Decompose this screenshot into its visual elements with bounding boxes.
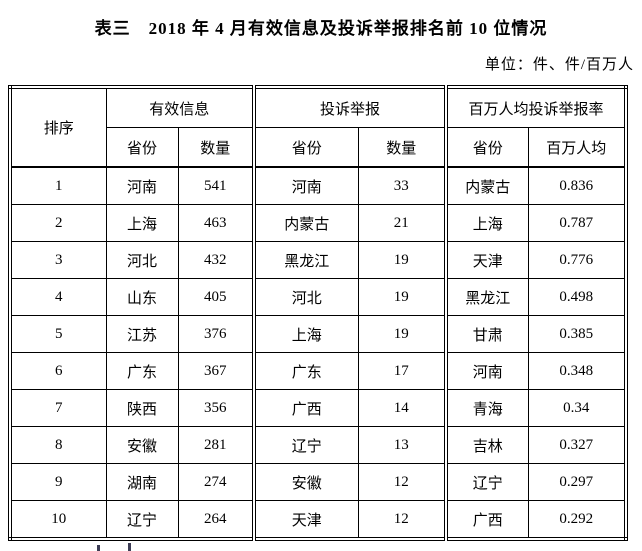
rate-province-cell: 辽宁 <box>444 463 529 501</box>
complaint-count-header: 数量 <box>357 127 447 168</box>
rank-cell: 7 <box>9 389 107 427</box>
rate-province-cell: 吉林 <box>444 426 529 464</box>
info-count-cell: 432 <box>177 241 255 279</box>
rate-value-cell: 0.297 <box>527 463 627 501</box>
complaint-count-cell: 17 <box>357 352 447 390</box>
rate-province-cell: 上海 <box>444 204 529 242</box>
complaint-province-cell: 天津 <box>252 500 359 540</box>
table-row: 6 广东 367 广东 17 河南 0.348 <box>9 352 627 390</box>
rate-value-cell: 0.348 <box>527 352 627 390</box>
rank-column-header: 排序 <box>9 86 107 168</box>
rate-value-cell: 0.776 <box>527 241 627 279</box>
complaint-province-cell: 广西 <box>252 389 359 427</box>
info-count-cell: 376 <box>177 315 255 353</box>
table-row: 10 辽宁 264 天津 12 广西 0.292 <box>9 500 627 540</box>
info-province-cell: 山东 <box>105 278 179 316</box>
complaint-count-cell: 19 <box>357 278 447 316</box>
table-row: 1 河南 541 河南 33 内蒙古 0.836 <box>9 166 627 205</box>
info-province-cell: 江苏 <box>105 315 179 353</box>
ranking-table: 排序 有效信息 投诉举报 百万人均投诉举报率 省份 数量 省份 数量 省份 百万… <box>8 85 628 541</box>
header-row-groups: 排序 有效信息 投诉举报 百万人均投诉举报率 <box>9 86 627 168</box>
info-count-cell: 264 <box>177 500 255 540</box>
complaint-province-cell: 广东 <box>252 352 359 390</box>
rank-cell: 2 <box>9 204 107 242</box>
rate-province-cell: 河南 <box>444 352 529 390</box>
complaint-count-cell: 21 <box>357 204 447 242</box>
complaint-count-cell: 14 <box>357 389 447 427</box>
table-title: 表三 2018 年 4 月有效信息及投诉举报排名前 10 位情况 <box>94 19 548 38</box>
complaint-province-cell: 上海 <box>252 315 359 353</box>
info-province-cell: 安徽 <box>105 426 179 464</box>
rate-value-cell: 0.292 <box>527 500 627 540</box>
rate-value-cell: 0.385 <box>527 315 627 353</box>
cropped-next-line-artifact <box>97 545 100 551</box>
rank-cell: 10 <box>9 500 107 540</box>
rate-province-cell: 天津 <box>444 241 529 279</box>
table-row: 4 山东 405 河北 19 黑龙江 0.498 <box>9 278 627 316</box>
rate-province-cell: 广西 <box>444 500 529 540</box>
complaint-province-cell: 河北 <box>252 278 359 316</box>
info-count-cell: 274 <box>177 463 255 501</box>
info-count-cell: 367 <box>177 352 255 390</box>
info-count-cell: 541 <box>177 166 255 205</box>
group-header-effective-info: 有效信息 <box>105 86 255 128</box>
rate-value-cell: 0.498 <box>527 278 627 316</box>
rate-value-cell: 0.787 <box>527 204 627 242</box>
info-province-cell: 上海 <box>105 204 179 242</box>
group-header-per-million-rate: 百万人均投诉举报率 <box>444 86 627 128</box>
header-row-subcolumns: 省份 数量 省份 数量 省份 百万人均 <box>10 127 627 168</box>
table-row: 5 江苏 376 上海 19 甘肃 0.385 <box>9 315 627 353</box>
complaint-count-cell: 13 <box>357 426 447 464</box>
complaint-count-cell: 19 <box>357 241 447 279</box>
info-count-cell: 463 <box>177 204 255 242</box>
rate-value-cell: 0.34 <box>527 389 627 427</box>
rank-cell: 4 <box>9 278 107 316</box>
info-count-cell: 281 <box>177 426 255 464</box>
table-row: 7 陕西 356 广西 14 青海 0.34 <box>9 389 627 427</box>
info-count-cell: 356 <box>177 389 255 427</box>
rate-province-cell: 黑龙江 <box>444 278 529 316</box>
complaint-count-cell: 12 <box>357 463 447 501</box>
info-province-header: 省份 <box>105 127 179 168</box>
rank-cell: 6 <box>9 352 107 390</box>
info-province-cell: 河北 <box>105 241 179 279</box>
rate-value-header: 百万人均 <box>527 127 627 168</box>
rank-cell: 8 <box>9 426 107 464</box>
rank-cell: 3 <box>9 241 107 279</box>
complaint-province-cell: 黑龙江 <box>252 241 359 279</box>
table-row: 8 安徽 281 辽宁 13 吉林 0.327 <box>9 426 627 464</box>
info-count-cell: 405 <box>177 278 255 316</box>
rate-value-cell: 0.327 <box>527 426 627 464</box>
rate-province-cell: 内蒙古 <box>444 166 529 205</box>
table-row: 3 河北 432 黑龙江 19 天津 0.776 <box>9 241 627 279</box>
rate-province-header: 省份 <box>444 127 529 168</box>
table-row: 9 湖南 274 安徽 12 辽宁 0.297 <box>9 463 627 501</box>
info-province-cell: 广东 <box>105 352 179 390</box>
rank-cell: 5 <box>9 315 107 353</box>
rank-cell: 1 <box>9 166 107 205</box>
info-province-cell: 湖南 <box>105 463 179 501</box>
table-row: 2 上海 463 内蒙古 21 上海 0.787 <box>9 204 627 242</box>
info-province-cell: 辽宁 <box>105 500 179 540</box>
complaint-province-cell: 内蒙古 <box>252 204 359 242</box>
complaint-count-cell: 33 <box>357 166 447 205</box>
rate-value-cell: 0.836 <box>527 166 627 205</box>
cropped-next-line-artifact <box>128 543 131 551</box>
info-province-cell: 河南 <box>105 166 179 205</box>
complaint-count-cell: 12 <box>357 500 447 540</box>
rank-cell: 9 <box>9 463 107 501</box>
group-header-complaints: 投诉举报 <box>252 86 447 128</box>
rate-province-cell: 青海 <box>444 389 529 427</box>
complaint-province-cell: 辽宁 <box>252 426 359 464</box>
complaint-count-cell: 19 <box>357 315 447 353</box>
complaint-province-header: 省份 <box>252 127 359 168</box>
info-province-cell: 陕西 <box>105 389 179 427</box>
info-count-header: 数量 <box>177 127 255 168</box>
complaint-province-cell: 河南 <box>252 166 359 205</box>
rate-province-cell: 甘肃 <box>444 315 529 353</box>
unit-label: 单位：件、件/百万人 <box>484 57 634 73</box>
complaint-province-cell: 安徽 <box>252 463 359 501</box>
